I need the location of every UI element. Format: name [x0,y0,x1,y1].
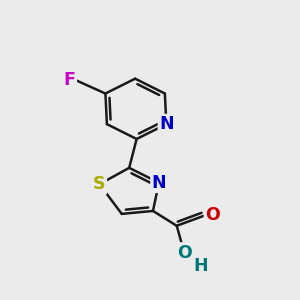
Text: S: S [93,175,106,193]
Text: O: O [205,206,220,224]
Text: F: F [64,71,76,89]
Text: O: O [177,244,192,262]
Text: N: N [152,174,166,192]
Text: H: H [193,257,208,275]
Text: N: N [159,115,174,133]
